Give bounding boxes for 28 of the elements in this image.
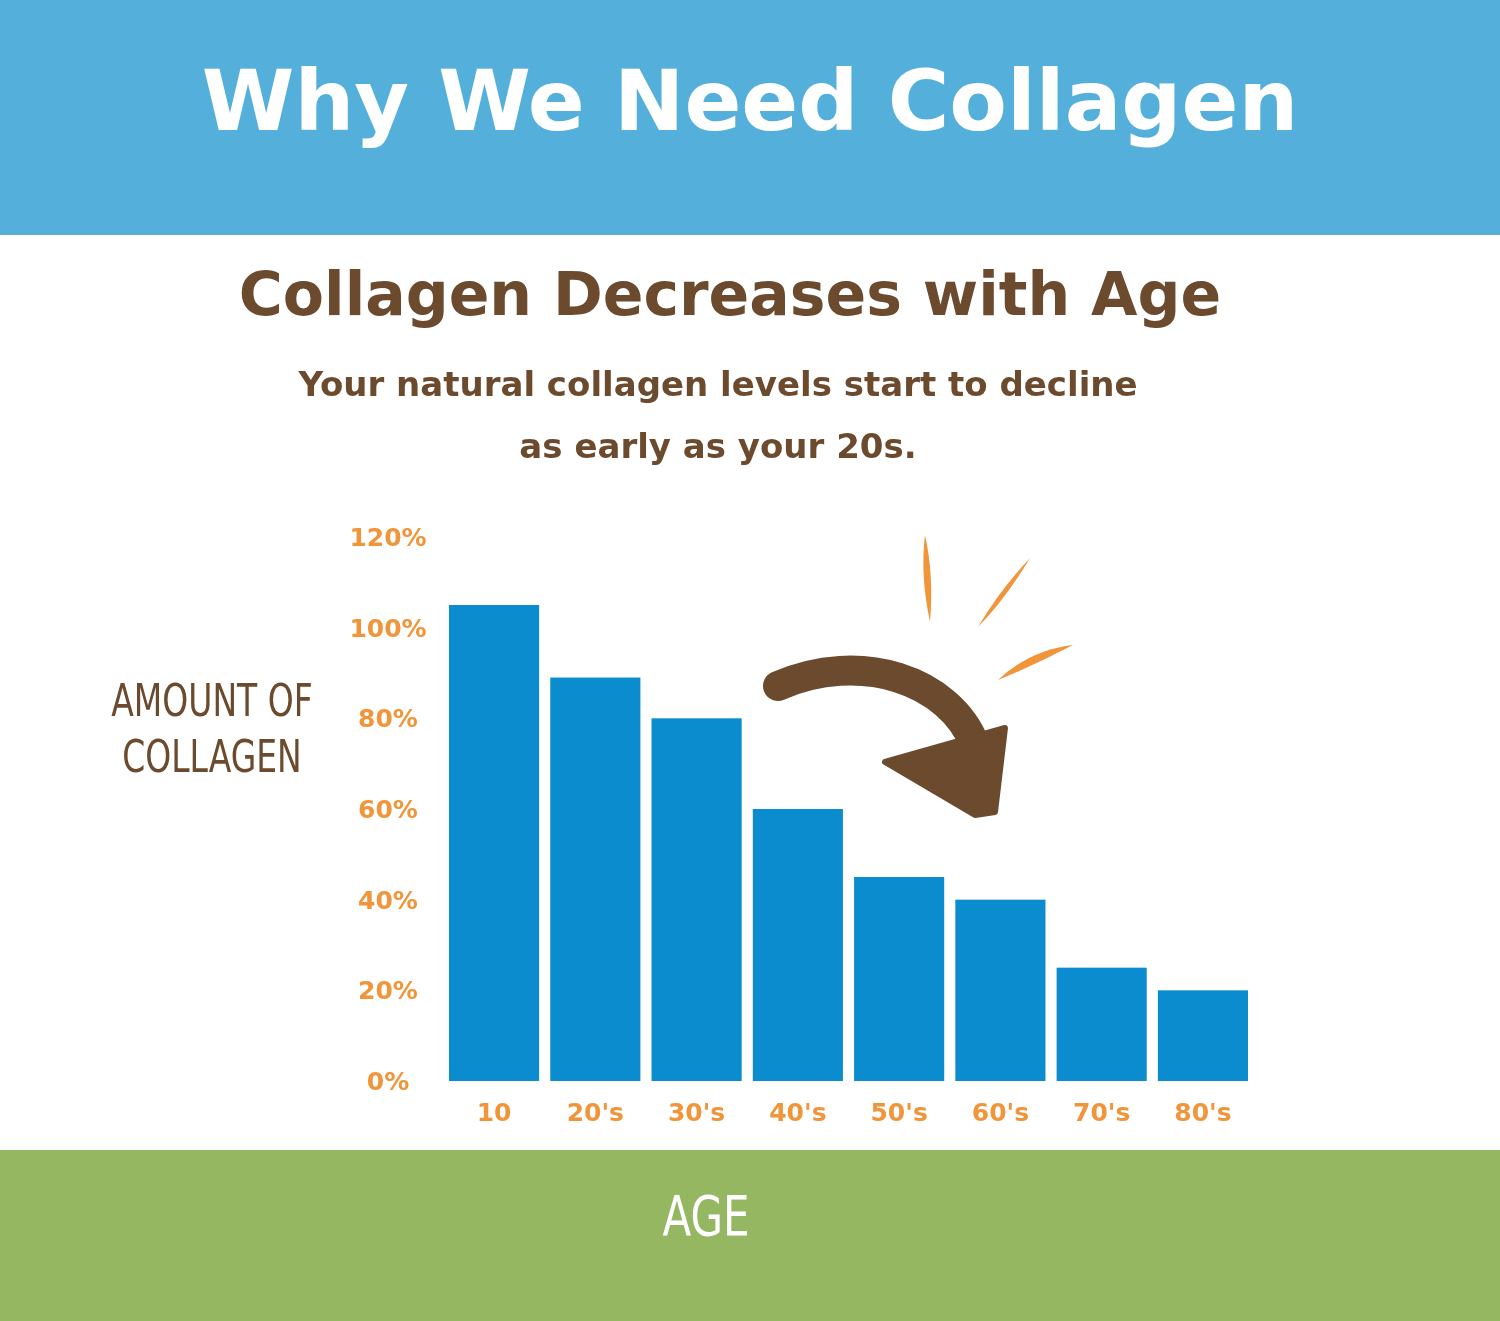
x-tick-label: 60's [971, 1098, 1030, 1127]
bar [1157, 990, 1248, 1081]
bar [449, 605, 540, 1081]
x-tick-label: 20's [566, 1098, 624, 1127]
x-tick-label: 50's [870, 1098, 928, 1127]
y-tick-label: 60% [358, 795, 418, 824]
bar [955, 899, 1046, 1081]
bar [651, 718, 742, 1081]
x-tick-label: 70's [1073, 1098, 1131, 1127]
chart-subtitle: Collagen Decreases with Age [238, 259, 1222, 329]
bar [854, 877, 945, 1081]
x-tick-label: 30's [667, 1098, 726, 1127]
bar [752, 809, 843, 1081]
y-tick-label: 80% [358, 704, 418, 734]
x-axis-title: AGE [662, 1182, 750, 1249]
y-tick-label: 120% [349, 523, 427, 552]
text: Your natural collagen levels start to decline as early as your 20s. [297, 364, 1138, 466]
x-tick-label: 80's [1174, 1098, 1232, 1127]
bar [1056, 967, 1147, 1081]
chart-title: Why We Need Collagen [201, 52, 1299, 150]
y-tick-label: 100% [349, 613, 427, 643]
y-tick-label: 40% [358, 885, 418, 915]
y-axis-title: AMOUNT OF COLLAGEN [111, 675, 313, 783]
y-tick-label: 20% [358, 976, 418, 1006]
x-tick-label: 10 [476, 1098, 512, 1127]
bar [550, 677, 641, 1081]
x-tick-label: 40's [769, 1098, 827, 1127]
y-tick-label: 0% [366, 1067, 410, 1096]
